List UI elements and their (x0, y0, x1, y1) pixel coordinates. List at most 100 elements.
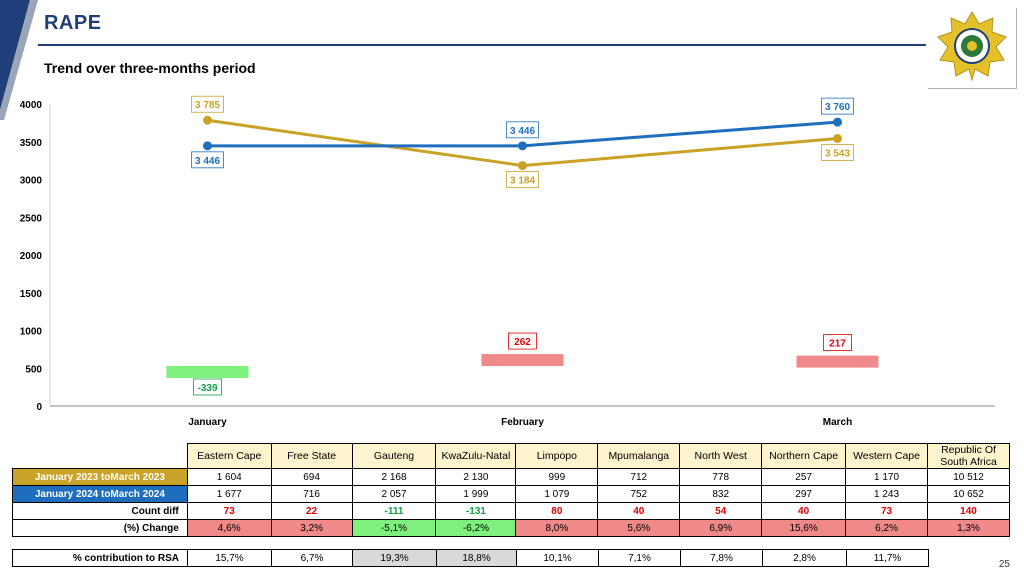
difference-data-label: 262 (514, 337, 531, 348)
table-cell: 54 (679, 502, 763, 520)
table-row: January 2024 toMarch 2024 1 677 716 2 057 1 … (12, 485, 1010, 503)
series-data-label: 3 760 (825, 102, 850, 113)
series-data-label: 3 446 (195, 156, 220, 167)
difference-bar (481, 354, 564, 367)
table-cell: -6,2% (435, 519, 517, 537)
column-header: Gauteng (351, 443, 437, 469)
table-cell: 257 (761, 468, 847, 486)
series-label-box (191, 151, 224, 169)
difference-data-label: -339 (197, 383, 217, 394)
table-cell: 1 604 (186, 468, 272, 486)
table-cell: 2 057 (351, 485, 437, 503)
column-header: Republic Of South Africa (927, 443, 1010, 469)
series-label-box (506, 171, 539, 189)
series-point (203, 141, 212, 151)
table-cell: 73 (845, 502, 928, 520)
column-header: KwaZulu-Natal (435, 443, 517, 469)
series-point (518, 141, 527, 151)
table-cell: 73 (186, 502, 272, 520)
difference-label-box (508, 332, 537, 350)
table-cell: 6,7% (271, 549, 353, 567)
row-label: January 2024 toMarch 2024 (12, 485, 188, 503)
difference-label-box (823, 334, 852, 351)
table-cell: 694 (270, 468, 353, 486)
page-title: RAPE (44, 12, 102, 34)
table-cell: 999 (515, 468, 599, 486)
table-cell: 2 168 (351, 468, 437, 486)
table-cell: 40 (761, 502, 847, 520)
table-cell: 11,7% (846, 549, 929, 567)
table-cell: 18,8% (436, 549, 517, 567)
table-header-row: Eastern Cape Free State Gauteng KwaZulu-Nat… (13, 443, 1010, 469)
table-cell: -111 (351, 502, 437, 520)
corner-accent-shape (0, 0, 38, 120)
table-cell: 10,1% (516, 549, 599, 567)
difference-bar (796, 355, 879, 368)
table-cell: 4,6% (186, 519, 272, 537)
police-star-badge-icon (937, 11, 1007, 82)
row-label: January 2023 toMarch 2023 (12, 468, 188, 486)
title-divider (38, 44, 926, 46)
provincial-data-table: Eastern Cape Free State Gauteng KwaZulu-Nat… (12, 443, 1010, 537)
difference-bar (166, 365, 249, 378)
logo-frame (928, 8, 1017, 89)
column-header: Eastern Cape (186, 443, 272, 469)
table-cell: 1 999 (435, 485, 517, 503)
table-cell: 297 (761, 485, 847, 503)
table-cell: 1,3% (927, 519, 1010, 537)
table-cell: 2 130 (435, 468, 517, 486)
table-cell: -5,1% (351, 519, 437, 537)
table-cell: 10 512 (927, 468, 1010, 486)
row-label: Count diff (12, 502, 188, 520)
y-tick-label: 0 (36, 402, 42, 413)
table-cell: 6,2% (845, 519, 928, 537)
table-cell: 6,9% (679, 519, 763, 537)
table-cell: 15,7% (187, 549, 272, 567)
row-label: (%) Change (12, 519, 188, 537)
difference-label-box (193, 378, 222, 396)
table-cell: 40 (597, 502, 681, 520)
y-tick-label: 2000 (20, 251, 43, 262)
table-cell: 80 (515, 502, 599, 520)
x-tick-label: February (501, 417, 544, 428)
table-cell: 19,3% (352, 549, 437, 567)
table-cell: 10 652 (927, 485, 1010, 503)
page-number: 25 (998, 559, 1010, 570)
table-header-blank (13, 444, 188, 469)
chart-subtitle: Trend over three-months period (44, 60, 256, 76)
x-tick-label: March (823, 417, 852, 428)
series-point (833, 117, 842, 127)
table-cell: 1 079 (515, 485, 599, 503)
table-cell: 778 (679, 468, 763, 486)
x-tick-label: January (188, 417, 227, 428)
y-tick-label: 3000 (20, 176, 43, 187)
table-cell: 1 677 (186, 485, 272, 503)
table-cell: 832 (679, 485, 763, 503)
table-row: January 2023 toMarch 2023 1 604 694 2 168 2 … (12, 468, 1010, 486)
table-cell: 140 (927, 502, 1010, 520)
series-label-box (821, 97, 854, 115)
series-label-box (821, 144, 854, 161)
column-header: Free State (270, 443, 353, 469)
y-tick-label: 500 (25, 364, 42, 375)
column-header: Northern Cape (761, 443, 847, 469)
table-cell: 2,8% (762, 549, 847, 567)
trend-chart: 0 500 1000 1500 2000 2500 3000 3500 4000 January F… (20, 95, 995, 428)
table-cell: -131 (435, 502, 517, 520)
table-cell: 15,6% (761, 519, 847, 537)
series-label-box (506, 121, 539, 139)
series-point (203, 115, 212, 125)
y-tick-label: 1500 (20, 289, 43, 300)
contribution-row: % contribution to RSA 15,7% 6,7% 19,3% 18,8%… (12, 549, 929, 567)
table-cell: 22 (270, 502, 353, 520)
column-header: Mpumalanga (597, 443, 681, 469)
table-cell: 7,1% (598, 549, 681, 567)
series-point (518, 161, 527, 171)
table-cell: 5,6% (597, 519, 681, 537)
y-tick-label: 2500 (20, 213, 43, 224)
series-data-label: 3 184 (510, 176, 535, 187)
table-cell: 752 (597, 485, 681, 503)
table-cell: 712 (597, 468, 681, 486)
table-cell: 716 (270, 485, 353, 503)
series-data-label: 3 446 (510, 126, 535, 137)
